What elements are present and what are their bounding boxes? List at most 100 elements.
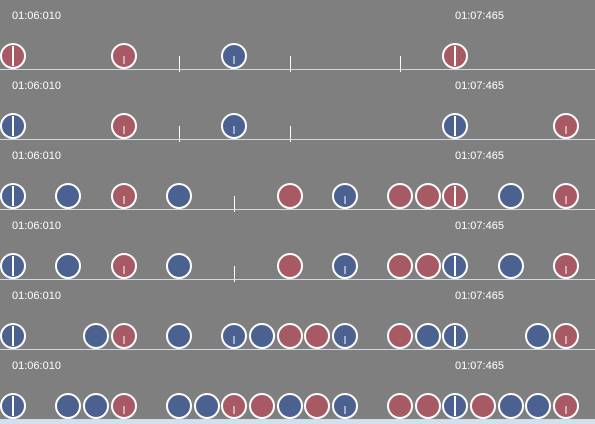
- timestamp-right: 01:07:465: [455, 220, 504, 232]
- ka-note[interactable]: [82, 323, 109, 349]
- note-marker: [454, 396, 457, 416]
- ka-note[interactable]: [414, 323, 441, 349]
- don-note[interactable]: [553, 253, 579, 279]
- ka-note[interactable]: [165, 183, 192, 209]
- note-lane[interactable]: 01:06:010 01:07:465: [0, 70, 595, 142]
- don-note[interactable]: [110, 183, 137, 209]
- timestamp-right: 01:07:465: [455, 10, 504, 22]
- ka-note[interactable]: [55, 183, 82, 209]
- ka-note[interactable]: [55, 393, 82, 419]
- note-lane[interactable]: 01:06:010 01:07:465: [0, 0, 595, 72]
- ka-note[interactable]: [331, 253, 358, 279]
- ka-note[interactable]: [442, 253, 469, 279]
- ka-note[interactable]: [525, 323, 552, 349]
- note-marker: [565, 336, 567, 344]
- don-note[interactable]: [387, 253, 414, 279]
- don-note[interactable]: [414, 393, 441, 419]
- note-lane[interactable]: 01:06:010 01:07:465: [0, 140, 595, 212]
- don-note[interactable]: [304, 323, 331, 349]
- note-marker: [12, 186, 14, 206]
- ka-note[interactable]: [55, 253, 82, 279]
- don-note[interactable]: [110, 253, 137, 279]
- note-marker: [123, 126, 125, 134]
- timestamp-left: 01:06:010: [12, 290, 61, 302]
- timestamp-left: 01:06:010: [12, 10, 61, 22]
- note-marker: [123, 406, 125, 414]
- don-note[interactable]: [553, 393, 579, 419]
- don-note[interactable]: [414, 183, 441, 209]
- don-note[interactable]: [221, 393, 248, 419]
- timestamp-right: 01:07:465: [455, 80, 504, 92]
- note-lane[interactable]: 01:06:010 01:07:465: [0, 350, 595, 420]
- ka-note[interactable]: [331, 183, 358, 209]
- ka-note[interactable]: [165, 323, 192, 349]
- don-note[interactable]: [387, 323, 414, 349]
- ka-note[interactable]: [497, 183, 524, 209]
- ka-note[interactable]: [497, 253, 524, 279]
- don-note[interactable]: [0, 43, 26, 69]
- don-note[interactable]: [110, 393, 137, 419]
- ka-note[interactable]: [221, 43, 248, 69]
- don-note[interactable]: [387, 183, 414, 209]
- don-note[interactable]: [276, 183, 303, 209]
- note-marker: [123, 56, 125, 64]
- note-marker: [565, 196, 567, 204]
- ka-note[interactable]: [497, 393, 524, 419]
- ka-note[interactable]: [442, 113, 469, 139]
- note-marker: [123, 266, 125, 274]
- don-note[interactable]: [304, 393, 331, 419]
- note-marker: [233, 406, 235, 414]
- don-note[interactable]: [248, 393, 275, 419]
- note-marker: [344, 406, 346, 414]
- timestamp-right: 01:07:465: [455, 360, 504, 372]
- ka-note[interactable]: [331, 323, 358, 349]
- note-marker: [454, 46, 457, 66]
- ka-note[interactable]: [525, 393, 552, 419]
- ka-note[interactable]: [442, 393, 469, 419]
- note-marker: [565, 126, 567, 134]
- note-marker: [565, 266, 567, 274]
- note-marker: [12, 256, 14, 276]
- note-lane[interactable]: 01:06:010 01:07:465: [0, 280, 595, 350]
- note-marker: [454, 256, 457, 276]
- ka-note[interactable]: [0, 113, 26, 139]
- ka-note[interactable]: [221, 113, 248, 139]
- ka-note[interactable]: [0, 393, 26, 419]
- don-note[interactable]: [414, 253, 441, 279]
- ka-note[interactable]: [276, 393, 303, 419]
- ka-note[interactable]: [193, 393, 220, 419]
- don-note[interactable]: [110, 323, 137, 349]
- don-note[interactable]: [276, 323, 303, 349]
- bottom-edge: [0, 420, 595, 424]
- ka-note[interactable]: [331, 393, 358, 419]
- ka-note[interactable]: [82, 393, 109, 419]
- lane-baseline: [0, 69, 595, 70]
- note-lane[interactable]: 01:06:010 01:07:465: [0, 210, 595, 282]
- ka-note[interactable]: [0, 183, 26, 209]
- note-marker: [12, 326, 14, 346]
- lane-baseline: [0, 139, 595, 140]
- don-note[interactable]: [553, 183, 579, 209]
- note-marker: [454, 186, 457, 206]
- ka-note[interactable]: [442, 323, 469, 349]
- don-note[interactable]: [442, 183, 469, 209]
- note-marker: [123, 336, 125, 344]
- ka-note[interactable]: [0, 323, 26, 349]
- note-marker: [12, 396, 14, 416]
- don-note[interactable]: [110, 113, 137, 139]
- don-note[interactable]: [276, 253, 303, 279]
- don-note[interactable]: [387, 393, 414, 419]
- ka-note[interactable]: [0, 253, 26, 279]
- ka-note[interactable]: [221, 323, 248, 349]
- ka-note[interactable]: [165, 393, 192, 419]
- don-note[interactable]: [442, 43, 469, 69]
- don-note[interactable]: [553, 323, 579, 349]
- don-note[interactable]: [470, 393, 497, 419]
- lane-baseline: [0, 279, 595, 280]
- note-marker: [233, 56, 235, 64]
- don-note[interactable]: [110, 43, 137, 69]
- don-note[interactable]: [553, 113, 579, 139]
- ka-note[interactable]: [165, 253, 192, 279]
- ka-note[interactable]: [248, 323, 275, 349]
- beat-tick: [178, 56, 180, 72]
